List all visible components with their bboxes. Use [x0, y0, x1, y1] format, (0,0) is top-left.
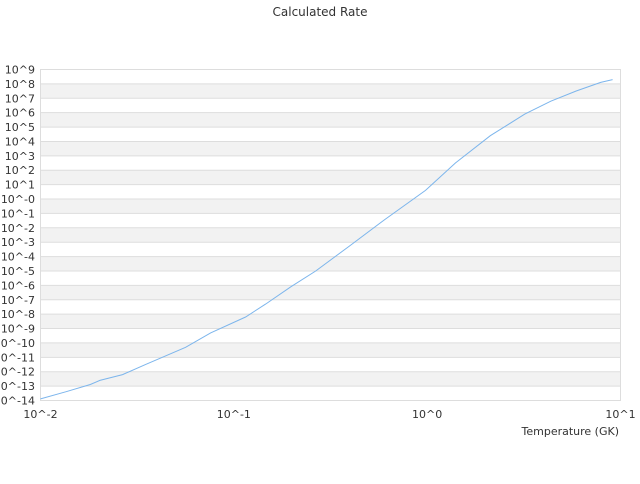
plot-band [40, 83, 621, 99]
y-tick-label: 10^8 [5, 78, 35, 91]
y-tick-label: 10^7 [5, 92, 35, 105]
y-tick-label: 10^-5 [1, 265, 35, 278]
y-tick-label: 10^-8 [1, 308, 35, 321]
y-tick-label: 10^9 [5, 64, 35, 77]
y-tick-label: 10^-6 [1, 279, 35, 292]
y-tick-label: 10^3 [5, 150, 35, 163]
x-tick-label: 10^-2 [23, 408, 57, 421]
chart-title: Calculated Rate [273, 5, 368, 19]
plot-band [40, 342, 621, 358]
plot-band [40, 141, 621, 156]
y-tick-label: 10^-12 [0, 366, 35, 379]
x-tick-label: 10^-1 [217, 408, 251, 421]
plot-band [40, 256, 621, 271]
y-tick-label: 10^-9 [1, 323, 35, 336]
x-tick-label: 10^0 [412, 408, 442, 421]
plot-band [40, 112, 621, 128]
y-tick-label: 10^-13 [0, 380, 35, 393]
x-axis-ticks: 10^-2 10^-1 10^0 10^1 [23, 408, 635, 421]
y-tick-label: 10^4 [5, 135, 35, 148]
y-tick-label: 10^-14 [0, 395, 35, 408]
plot-band [40, 371, 621, 387]
plot-band [40, 199, 621, 214]
plot-band [40, 227, 621, 243]
plot-band [40, 170, 621, 185]
y-tick-label: 10^6 [5, 107, 35, 120]
y-tick-label: 10^-4 [1, 251, 35, 264]
y-tick-label: 10^2 [5, 164, 35, 177]
plot-band [40, 314, 621, 329]
plot-border [40, 69, 621, 401]
series-line [40, 79, 613, 400]
y-tick-label: 10^-1 [1, 207, 35, 220]
gridlines [40, 69, 621, 401]
y-tick-label: 10^-10 [0, 337, 35, 350]
plot-bands [40, 83, 621, 387]
y-tick-label: 10^5 [5, 121, 35, 134]
y-tick-label: 10^-3 [1, 236, 35, 249]
y-tick-label: 10^-2 [1, 222, 35, 235]
x-tick-label: 10^1 [605, 408, 635, 421]
y-tick-label: 10^-0 [1, 193, 35, 206]
plot-band [40, 285, 621, 300]
y-tick-label: 10^-11 [0, 351, 35, 364]
y-tick-label: 10^1 [5, 179, 35, 192]
x-axis-label: Temperature (GK) [521, 425, 620, 438]
y-tick-label: 10^-7 [1, 294, 35, 307]
